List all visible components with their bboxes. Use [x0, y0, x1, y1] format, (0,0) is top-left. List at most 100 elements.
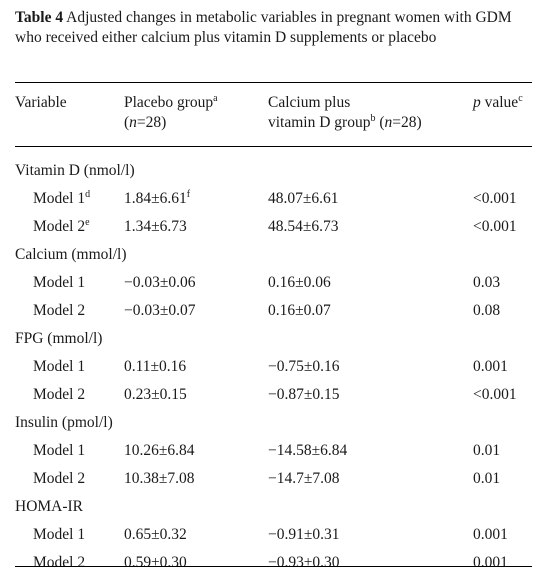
table-row: Model 2 0.59±0.30 −0.93±0.30 0.001 — [0, 551, 547, 575]
group-name: Vitamin D (nmol/l) — [15, 162, 135, 179]
model-label: Model 1 — [33, 442, 86, 459]
group-name: HOMA-IR — [15, 498, 84, 515]
table-caption: Table 4 Adjusted changes in metabolic va… — [15, 8, 535, 48]
calcium-value: −0.75±0.16 — [268, 358, 340, 375]
placebo-value: 1.84±6.61 — [124, 190, 187, 207]
group-name: Calcium (mmol/l) — [15, 246, 127, 263]
header-calcium-line2: vitamin D group — [268, 114, 371, 131]
group-row: HOMA-IR — [0, 495, 547, 519]
table-label: Table 4 — [15, 9, 64, 26]
top-rule — [15, 82, 532, 83]
placebo-cell: −0.03±0.07 — [124, 299, 196, 323]
group-row: FPG (mmol/l) — [0, 327, 547, 351]
placebo-cell: 0.23±0.15 — [124, 383, 187, 407]
group-name: FPG (mmol/l) — [15, 330, 103, 347]
header-p-italic: p — [473, 94, 481, 111]
header-calcium-line1: Calcium plus — [268, 94, 351, 111]
model-cell: Model 1d — [33, 187, 90, 211]
placebo-cell: 0.65±0.32 — [124, 523, 187, 547]
model-cell: Model 2 — [33, 551, 85, 575]
group-name: Insulin (pmol/l) — [15, 414, 113, 431]
model-label: Model 2 — [33, 302, 86, 319]
placebo-value: 0.23±0.15 — [124, 386, 187, 403]
placebo-value: −0.03±0.06 — [124, 274, 196, 291]
header-placebo-count: =28) — [136, 114, 167, 131]
model-cell: Model 2 — [33, 299, 85, 323]
p-value: 0.001 — [473, 526, 508, 543]
p-value: <0.001 — [473, 386, 517, 403]
model-footnote: e — [85, 217, 90, 228]
placebo-value: 1.34±6.73 — [124, 218, 187, 235]
placebo-footnote: f — [186, 189, 191, 200]
model-label: Model 2 — [33, 218, 86, 235]
p-value: 0.01 — [473, 442, 501, 459]
calcium-value: −0.93±0.30 — [268, 554, 340, 571]
calcium-value: −0.91±0.31 — [268, 526, 340, 543]
placebo-cell: 0.11±0.16 — [124, 355, 186, 379]
table-row: Model 2 10.38±7.08 −14.7±7.08 0.01 — [0, 467, 547, 491]
model-label: Model 1 — [33, 526, 86, 543]
p-value: <0.001 — [473, 218, 517, 235]
calcium-value: 48.54±6.73 — [268, 218, 339, 235]
header-variable-label: Variable — [15, 94, 67, 111]
calcium-value: −0.87±0.15 — [268, 386, 340, 403]
model-cell: Model 1 — [33, 271, 85, 295]
calcium-value: −14.58±6.84 — [268, 442, 348, 459]
table-caption-text: Adjusted changes in metabolic variables … — [15, 9, 512, 46]
group-row: Calcium (mmol/l) — [0, 243, 547, 267]
group-row: Insulin (pmol/l) — [0, 411, 547, 435]
bottom-rule — [15, 566, 532, 567]
header-placebo-n: n — [129, 114, 137, 131]
placebo-value: −0.03±0.07 — [124, 302, 196, 319]
p-value: 0.001 — [473, 358, 508, 375]
header-p-value: p valuec — [473, 93, 523, 113]
header-p-rest: value — [480, 94, 519, 111]
table-row: Model 2 0.23±0.15 −0.87±0.15 <0.001 — [0, 383, 547, 407]
header-variable: Variable — [15, 93, 67, 113]
header-placebo-line1: Placebo group — [124, 94, 214, 111]
table-row: Model 2 −0.03±0.07 0.16±0.07 0.08 — [0, 299, 547, 323]
placebo-cell: 0.59±0.30 — [124, 551, 187, 575]
table-row: Model 1d 1.84±6.61f 48.07±6.61 <0.001 — [0, 187, 547, 211]
calcium-value: 0.16±0.07 — [268, 302, 331, 319]
model-footnote: d — [85, 189, 91, 200]
model-cell: Model 2 — [33, 467, 85, 491]
table-row: Model 1 −0.03±0.06 0.16±0.06 0.03 — [0, 271, 547, 295]
model-label: Model 1 — [33, 358, 86, 375]
header-placebo-open: ( — [124, 114, 130, 131]
p-value: <0.001 — [473, 190, 517, 207]
header-calcium-sup: b — [370, 113, 376, 124]
model-cell: Model 2 — [33, 383, 85, 407]
table-row: Model 1 0.65±0.32 −0.91±0.31 0.001 — [0, 523, 547, 547]
group-row: Vitamin D (nmol/l) — [0, 159, 547, 183]
header-calcium-n: n — [384, 114, 393, 131]
model-cell: Model 2e — [33, 215, 90, 239]
placebo-value: 0.59±0.30 — [124, 554, 187, 571]
placebo-cell: −0.03±0.06 — [124, 271, 196, 295]
model-cell: Model 1 — [33, 523, 85, 547]
header-rule — [15, 146, 532, 147]
header-calcium-count: =28) — [392, 114, 422, 131]
model-cell: Model 1 — [33, 355, 85, 379]
p-value: 0.001 — [473, 554, 508, 571]
header-placebo: Placebo groupa (n=28) — [124, 93, 218, 133]
model-label: Model 2 — [33, 386, 86, 403]
header-calcium: Calcium plus vitamin D groupb (n=28) — [268, 93, 422, 133]
model-cell: Model 1 — [33, 439, 85, 463]
header-p-sup: c — [518, 93, 523, 104]
placebo-value: 0.11±0.16 — [124, 358, 187, 375]
header-placebo-sup: a — [213, 93, 218, 104]
model-label: Model 2 — [33, 554, 86, 571]
p-value: 0.01 — [473, 470, 501, 487]
placebo-cell: 1.84±6.61f — [124, 187, 190, 211]
model-label: Model 2 — [33, 470, 86, 487]
placebo-value: 10.26±6.84 — [124, 442, 195, 459]
model-label: Model 1 — [33, 190, 86, 207]
calcium-value: −14.7±7.08 — [268, 470, 340, 487]
placebo-cell: 1.34±6.73 — [124, 215, 187, 239]
table-row: Model 1 0.11±0.16 −0.75±0.16 0.001 — [0, 355, 547, 379]
placebo-value: 10.38±7.08 — [124, 470, 195, 487]
p-value: 0.08 — [473, 302, 501, 319]
calcium-value: 48.07±6.61 — [268, 190, 339, 207]
